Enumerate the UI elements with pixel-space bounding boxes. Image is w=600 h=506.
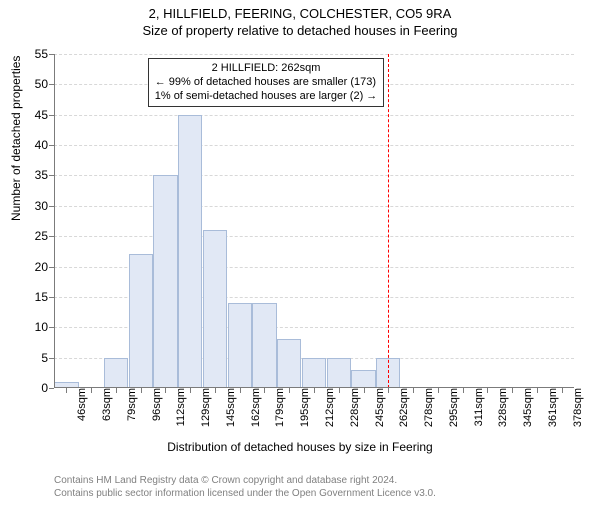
x-tick-mark bbox=[463, 388, 464, 393]
x-tick-mark bbox=[141, 388, 142, 393]
x-tick-label: 46sqm bbox=[72, 388, 88, 421]
x-tick-label: 96sqm bbox=[147, 388, 163, 421]
x-tick-label: 262sqm bbox=[394, 388, 410, 427]
y-tick-label: 45 bbox=[14, 108, 54, 122]
x-tick-mark bbox=[215, 388, 216, 393]
chart-title-address: 2, HILLFIELD, FEERING, COLCHESTER, CO5 9… bbox=[0, 6, 600, 21]
x-tick-mark bbox=[116, 388, 117, 393]
x-tick-label: 129sqm bbox=[196, 388, 212, 427]
y-tick-label: 5 bbox=[14, 351, 54, 365]
x-tick-mark bbox=[314, 388, 315, 393]
x-tick-label: 162sqm bbox=[246, 388, 262, 427]
histogram-bar bbox=[153, 175, 177, 388]
x-tick-label: 328sqm bbox=[493, 388, 509, 427]
reference-line bbox=[388, 54, 389, 388]
callout-line-2: ← 99% of detached houses are smaller (17… bbox=[155, 76, 378, 90]
histogram-bar bbox=[178, 115, 202, 388]
y-tick-label: 40 bbox=[14, 138, 54, 152]
histogram-bar bbox=[203, 230, 227, 388]
histogram-bar bbox=[228, 303, 252, 388]
x-tick-mark bbox=[264, 388, 265, 393]
x-tick-mark bbox=[388, 388, 389, 393]
y-tick-label: 20 bbox=[14, 260, 54, 274]
x-tick-label: 112sqm bbox=[171, 388, 187, 426]
y-tick-label: 10 bbox=[14, 320, 54, 334]
histogram-bar bbox=[351, 370, 375, 388]
x-tick-mark bbox=[339, 388, 340, 393]
x-axis-line bbox=[54, 387, 574, 388]
x-tick-label: 311sqm bbox=[469, 388, 485, 426]
gridline bbox=[54, 115, 574, 117]
histogram-bar bbox=[277, 339, 301, 388]
x-tick-label: 295sqm bbox=[444, 388, 460, 427]
x-tick-mark bbox=[289, 388, 290, 393]
histogram-bar bbox=[302, 358, 326, 388]
footer-attribution: Contains HM Land Registry data © Crown c… bbox=[54, 475, 436, 500]
y-tick-label: 35 bbox=[14, 168, 54, 182]
x-tick-label: 361sqm bbox=[543, 388, 559, 427]
gridline bbox=[54, 236, 574, 238]
callout-line-3: 1% of semi-detached houses are larger (2… bbox=[155, 90, 378, 104]
x-tick-mark bbox=[165, 388, 166, 393]
x-axis-label: Distribution of detached houses by size … bbox=[0, 440, 600, 454]
callout-line-1: 2 HILLFIELD: 262sqm bbox=[155, 62, 378, 76]
gridline bbox=[54, 54, 574, 56]
x-tick-mark bbox=[438, 388, 439, 393]
x-tick-label: 195sqm bbox=[295, 388, 311, 427]
histogram-plot: 051015202530354045505546sqm63sqm79sqm96s… bbox=[54, 54, 574, 388]
footer-line-2: Contains public sector information licen… bbox=[54, 488, 436, 501]
x-tick-mark bbox=[487, 388, 488, 393]
x-tick-label: 245sqm bbox=[370, 388, 386, 427]
x-tick-label: 278sqm bbox=[419, 388, 435, 427]
histogram-bar bbox=[252, 303, 276, 388]
gridline bbox=[54, 206, 574, 208]
y-tick-label: 15 bbox=[14, 290, 54, 304]
gridline bbox=[54, 145, 574, 147]
x-tick-label: 228sqm bbox=[345, 388, 361, 427]
x-tick-mark bbox=[66, 388, 67, 393]
y-axis-line bbox=[54, 54, 55, 388]
footer-line-1: Contains HM Land Registry data © Crown c… bbox=[54, 475, 436, 488]
x-tick-label: 212sqm bbox=[320, 388, 336, 427]
y-tick-label: 55 bbox=[14, 47, 54, 61]
y-tick-label: 25 bbox=[14, 229, 54, 243]
y-tick-mark bbox=[49, 388, 54, 389]
gridline bbox=[54, 175, 574, 177]
x-tick-label: 145sqm bbox=[221, 388, 237, 427]
histogram-bar bbox=[327, 358, 351, 388]
x-tick-mark bbox=[413, 388, 414, 393]
y-tick-label: 30 bbox=[14, 199, 54, 213]
x-tick-mark bbox=[562, 388, 563, 393]
x-tick-label: 63sqm bbox=[97, 388, 113, 421]
x-tick-mark bbox=[537, 388, 538, 393]
x-tick-label: 79sqm bbox=[122, 388, 138, 421]
chart-title-desc: Size of property relative to detached ho… bbox=[0, 23, 600, 38]
x-tick-mark bbox=[190, 388, 191, 393]
y-tick-label: 50 bbox=[14, 77, 54, 91]
callout-box: 2 HILLFIELD: 262sqm← 99% of detached hou… bbox=[148, 58, 385, 107]
x-tick-label: 345sqm bbox=[518, 388, 534, 427]
x-tick-mark bbox=[364, 388, 365, 393]
x-tick-mark bbox=[512, 388, 513, 393]
x-tick-label: 378sqm bbox=[568, 388, 584, 427]
x-tick-label: 179sqm bbox=[270, 388, 286, 427]
x-tick-mark bbox=[240, 388, 241, 393]
y-tick-label: 0 bbox=[14, 381, 54, 395]
histogram-bar bbox=[104, 358, 128, 388]
histogram-bar bbox=[129, 254, 153, 388]
x-tick-mark bbox=[91, 388, 92, 393]
